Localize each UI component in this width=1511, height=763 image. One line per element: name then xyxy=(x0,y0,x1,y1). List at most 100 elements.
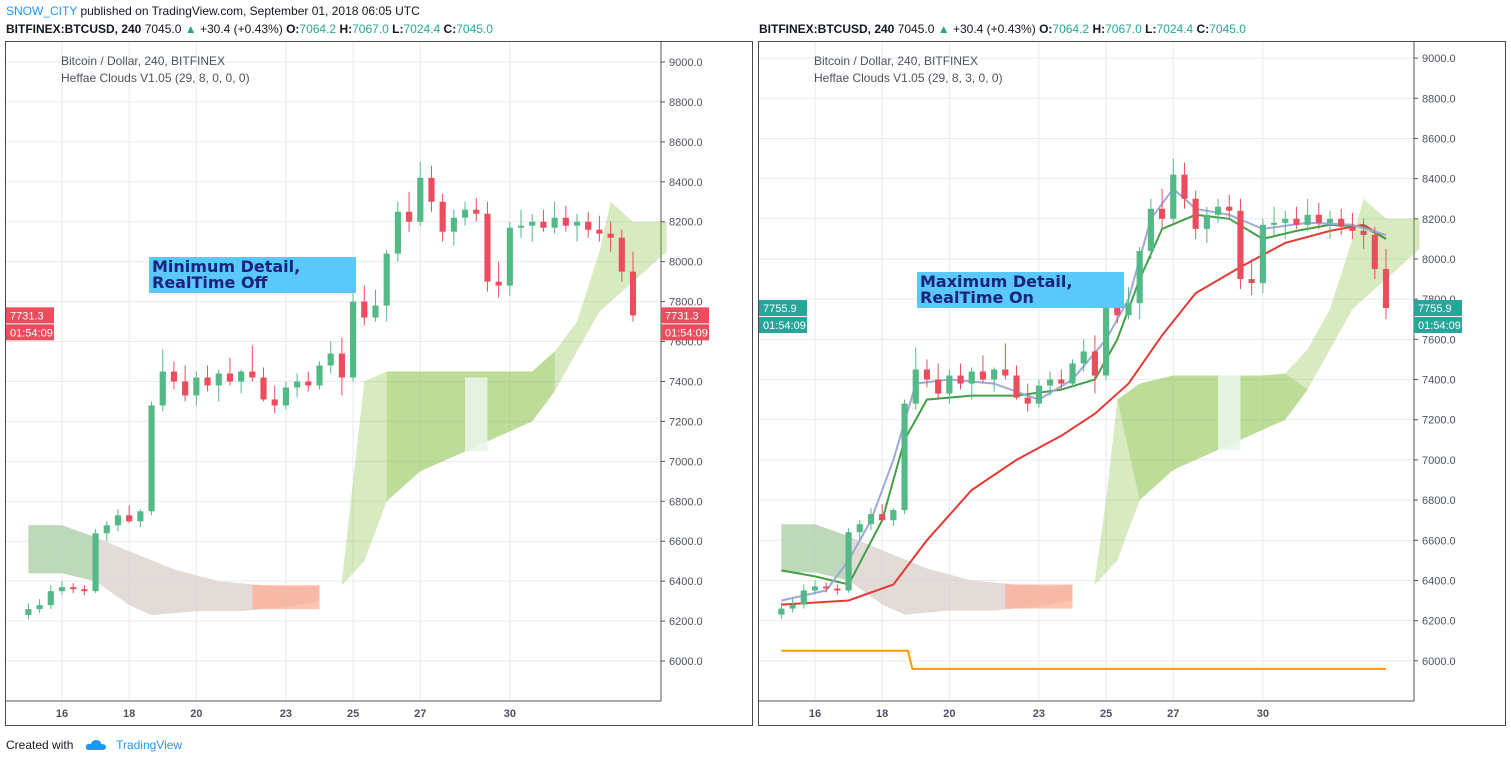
candle-body xyxy=(226,373,234,382)
candle-body xyxy=(540,221,547,228)
open-label: O: xyxy=(1039,22,1053,36)
candle-body xyxy=(428,177,435,202)
candle-body xyxy=(36,605,43,610)
candle-body xyxy=(159,371,166,406)
candle-body xyxy=(182,381,189,396)
change-value: +30.4 (+0.43%) xyxy=(952,22,1036,36)
author-link[interactable]: SNOW_CITY xyxy=(6,4,78,18)
change-value: +30.4 (+0.43%) xyxy=(199,22,283,36)
symbol-label: BITFINEX:BTCUSD, 240 xyxy=(6,22,142,36)
cloud-bullish-core xyxy=(1117,373,1308,501)
x-tick-label: 27 xyxy=(1167,708,1179,720)
countdown-box xyxy=(1414,317,1462,334)
candle-body xyxy=(968,371,975,384)
countdown-box xyxy=(661,324,709,341)
up-triangle-icon: ▲ xyxy=(184,22,197,36)
candle-body xyxy=(596,229,603,234)
price-label: 7731.3 xyxy=(665,310,699,322)
candle-body xyxy=(1035,385,1042,404)
y-tick-label: 6000.0 xyxy=(669,656,703,668)
candle-body xyxy=(170,371,178,382)
candle-body xyxy=(979,371,987,380)
y-tick-label: 8800.0 xyxy=(1422,93,1456,105)
candle-body xyxy=(249,371,256,378)
y-tick-label: 6200.0 xyxy=(669,616,703,628)
candle-body xyxy=(529,221,536,226)
candle-body xyxy=(1170,174,1177,219)
tradingview-brand[interactable]: TradingView xyxy=(116,738,183,752)
y-tick-label: 8000.0 xyxy=(1422,254,1456,266)
chart-panel-right[interactable]: 6000.0 6200.0 6400.0 6600.0 6800.0 7000.0 7200… xyxy=(758,41,1506,726)
chart-canvas-left[interactable]: 6000.0 6200.0 6400.0 6600.0 6800.0 7000.0 7200… xyxy=(6,42,752,725)
candle-body xyxy=(800,590,807,605)
candle-body xyxy=(1326,218,1334,223)
candles xyxy=(25,161,637,620)
candle-body xyxy=(383,253,390,306)
open-label: O: xyxy=(286,22,300,36)
candle-body xyxy=(271,399,278,406)
candle-body xyxy=(789,604,796,609)
y-tick-label: 7400.0 xyxy=(1422,375,1456,387)
y-tick-label: 8600.0 xyxy=(1422,133,1456,145)
close-value: 7045.0 xyxy=(1209,22,1246,36)
chart-panel-left[interactable]: 6000.0 6200.0 6400.0 6600.0 6800.0 7000.0 7200… xyxy=(5,41,753,726)
close-label: C: xyxy=(443,22,457,36)
candle-body xyxy=(618,237,625,272)
chart-canvas-right[interactable]: 6000.0 6200.0 6400.0 6600.0 6800.0 7000.0 7200… xyxy=(759,42,1505,725)
cloud-bullish xyxy=(1094,198,1420,585)
candle-body xyxy=(439,201,446,232)
x-tick-label: 18 xyxy=(123,708,135,720)
price-label-box-left xyxy=(759,300,807,317)
close-value: 7045.0 xyxy=(456,22,493,36)
candle-body xyxy=(890,510,897,521)
y-tick-label: 9000.0 xyxy=(669,57,703,69)
x-tick-label: 16 xyxy=(56,708,68,720)
candle-body xyxy=(834,588,841,591)
candle-body xyxy=(1203,214,1210,229)
low-label: L: xyxy=(1145,22,1157,36)
candle-body xyxy=(607,233,614,238)
candle-body xyxy=(946,375,953,394)
x-tick-label: 30 xyxy=(504,708,516,720)
chart-title: Bitcoin / Dollar, 240, BITFINEX xyxy=(814,54,978,68)
candle-body xyxy=(495,281,502,286)
candle-body xyxy=(1270,222,1278,225)
candle-body xyxy=(405,211,413,222)
candle-body xyxy=(551,217,558,228)
candle-body xyxy=(506,227,513,286)
candle-body xyxy=(1024,397,1031,404)
candle-body xyxy=(193,377,200,396)
price-label-box-left xyxy=(6,307,54,324)
candle-body xyxy=(215,373,222,386)
annotation-text: RealTime On xyxy=(920,288,1034,307)
x-tick-label: 23 xyxy=(280,708,292,720)
y-tick-label: 7200.0 xyxy=(669,416,703,428)
candle-body xyxy=(585,221,592,230)
y-tick-label: 8200.0 xyxy=(1422,214,1456,226)
candle-body xyxy=(81,589,88,592)
candle-body xyxy=(114,515,122,526)
y-tick-label: 8800.0 xyxy=(669,97,703,109)
candle-body xyxy=(912,369,919,404)
candle-body xyxy=(867,514,875,525)
candle-body xyxy=(204,377,211,386)
footer: Created with TradingView xyxy=(6,738,182,752)
annotation-text: Minimum Detail, xyxy=(152,257,300,276)
y-tick-label: 8000.0 xyxy=(669,257,703,269)
x-tick-label: 27 xyxy=(414,708,426,720)
y-tick-label: 6800.0 xyxy=(1422,495,1456,507)
cloud-bearish xyxy=(28,525,320,616)
countdown-label-left: 01:54:09 xyxy=(763,320,806,332)
y-tick-label: 7600.0 xyxy=(1422,334,1456,346)
price-label: 7755.9 xyxy=(1418,303,1452,315)
price-label-left: 7755.9 xyxy=(763,303,797,315)
y-tick-label: 6200.0 xyxy=(1422,616,1456,628)
candle-body xyxy=(137,511,144,522)
candle-body xyxy=(1293,218,1300,225)
candle-body xyxy=(1237,210,1244,280)
up-triangle-icon: ▲ xyxy=(937,22,950,36)
candle-body xyxy=(1080,351,1087,364)
candle-body xyxy=(316,365,323,386)
y-tick-label: 6800.0 xyxy=(669,496,703,508)
candle-body xyxy=(327,353,334,366)
